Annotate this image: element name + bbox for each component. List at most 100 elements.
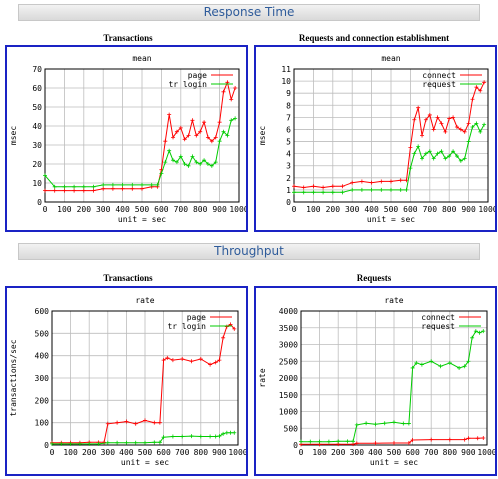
chart-title: rate [135,296,154,305]
y-tick-label: 400 [35,352,50,361]
chart-title: mean [132,54,151,63]
data-point-page [170,358,175,363]
x-axis-label: unit = sec [118,215,166,224]
series-line-page [45,80,236,192]
data-point-page [165,355,170,360]
data-point-request [438,364,443,369]
data-point-tr-login [130,182,135,187]
y-tick-label: 6 [286,125,291,134]
legend-label-connect: connect [421,313,455,322]
tp-transactions-chart-panel: rate 0 100 200 300 400 500 600 0 100 200 300 400 500 6… [5,286,248,476]
x-tick-label: 600 [154,205,169,214]
data-point-page [186,133,191,138]
data-point-page [72,188,77,193]
data-point-tr-login [155,182,160,187]
data-point-connect [481,435,486,440]
data-point-tr-login [233,116,238,121]
data-point-request [462,364,467,369]
data-point-tr-login [110,182,115,187]
data-point-tr-login [50,441,54,446]
data-point-request [481,329,486,334]
data-point-page [213,135,218,140]
data-point-tr-login [124,440,129,445]
x-tick-label: 400 [119,448,134,457]
data-point-page [217,358,222,363]
data-point-request [447,360,452,365]
data-point-page [224,324,229,329]
x-tick-label: 700 [174,205,189,214]
data-point-request [404,187,409,192]
y-tick-label: 600 [35,307,50,316]
y-tick-label: 2500 [279,357,298,366]
y-tick-label: 2000 [279,374,298,383]
data-point-page [62,188,67,193]
y-tick-label: 70 [32,65,42,74]
data-point-request [431,156,436,161]
plot-frame [44,68,240,203]
data-point-tr-login [221,129,226,134]
data-point-request [443,156,448,161]
x-tick-label: 800 [443,448,458,457]
data-point-connect [462,129,467,134]
data-point-tr-login [167,148,172,153]
y-tick-label: 5 [286,138,291,147]
x-tick-label: 0 [292,205,297,214]
data-point-request [369,187,374,192]
chart-title: rate [384,296,403,305]
data-point-tr-login [52,184,57,189]
x-tick-label: 300 [350,448,365,457]
data-point-page [180,357,185,362]
data-point-tr-login [232,430,237,435]
data-point-connect [330,184,335,189]
data-point-page [110,186,115,191]
data-point-page [182,137,187,142]
data-point-page [161,358,166,363]
data-point-page [133,421,138,426]
data-point-tr-login [81,184,86,189]
data-point-tr-login [157,440,162,445]
rt-transactions-group-title: Transactions [103,33,153,43]
data-point-page [174,129,179,134]
data-point-request [321,190,326,195]
y-tick-label: 8 [286,101,291,110]
data-point-tr-login [68,441,73,446]
x-tick-label: 200 [326,205,341,214]
data-point-tr-login [152,440,157,445]
data-point-page [130,186,135,191]
x-tick-label: 900 [212,205,227,214]
data-point-page [120,186,125,191]
data-point-tr-login [59,441,64,446]
rt-requests-chart: mean 0 1 2 3 4 5 6 7 8 9 10 11 0 100 200 300 400 500 600 700… [258,54,495,224]
plot-frame [300,310,488,446]
y-tick-label: 500 [284,424,299,433]
x-tick-label: 800 [442,205,457,214]
data-point-tr-login [178,154,183,159]
series-line-request [294,122,485,193]
data-point-tr-login [171,158,176,163]
x-tick-label: 600 [156,448,171,457]
rt-transactions-chart-panel: mean 0 10 20 30 40 50 60 70 0 100 200 300 400 500 600 70… [5,45,248,232]
y-tick-label: 1500 [279,391,298,400]
data-point-request [477,330,482,335]
data-point-request [373,422,378,427]
data-point-connect [406,440,411,445]
data-point-page [167,112,172,117]
data-point-request [470,335,475,340]
y-tick-label: 10 [32,179,42,188]
x-tick-label: 0 [43,205,48,214]
data-point-request [466,359,471,364]
data-point-page [143,418,147,423]
data-point-page [124,419,129,424]
data-point-connect [292,184,296,189]
x-tick-label: 500 [384,205,399,214]
data-point-tr-login [229,118,234,123]
data-point-tr-login [133,440,138,445]
data-point-tr-login [91,184,96,189]
data-point-tr-login [194,160,199,165]
series-line-tr-login [44,117,236,188]
x-tick-label: 300 [101,448,116,457]
data-point-connect [389,179,393,184]
y-axis-label: transactions/sec [9,339,18,416]
data-point-tr-login [221,431,226,436]
